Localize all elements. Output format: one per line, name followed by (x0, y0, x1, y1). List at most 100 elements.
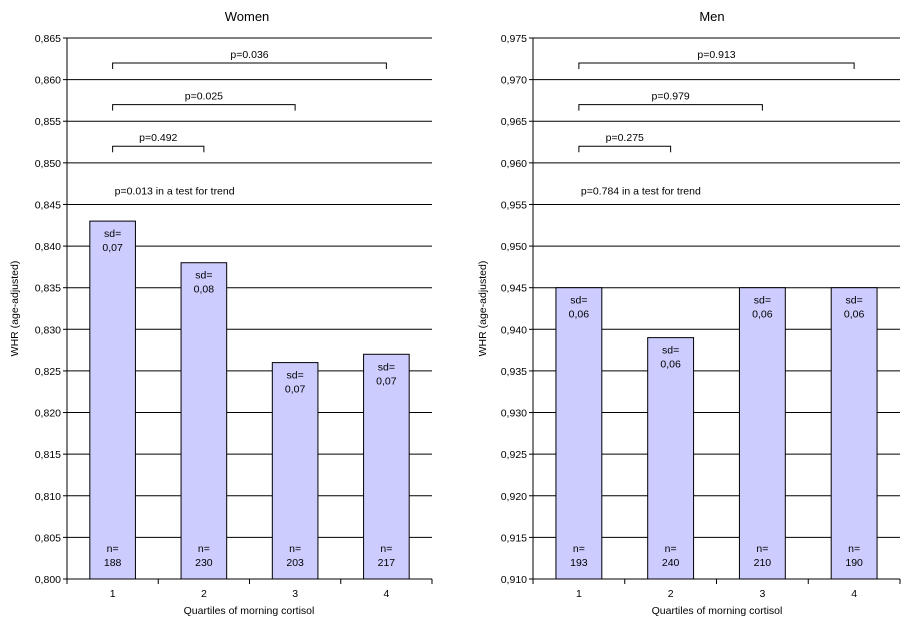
n-label: n= (756, 543, 768, 555)
sd-label: sd= (570, 295, 587, 307)
n-value: 210 (754, 557, 772, 569)
y-tick-label: 0,840 (35, 241, 61, 253)
bar (830, 287, 878, 580)
x-tick-label: 4 (851, 588, 857, 600)
y-tick-label: 0,865 (35, 33, 61, 45)
p-value-label: p=0.979 (652, 91, 690, 103)
y-tick-label: 0,975 (501, 33, 527, 45)
x-tick-label: 2 (668, 588, 674, 600)
bar (180, 262, 228, 580)
y-tick-label: 0,830 (35, 324, 61, 336)
bar (555, 287, 603, 580)
y-tick-label: 0,810 (35, 491, 61, 503)
chart-panel-women: 0,800 0,805 0,810 0,815 0,820 0,825 0,830 0,835… (9, 9, 433, 617)
n-label: n= (198, 543, 210, 555)
y-tick-label: 0,940 (501, 324, 527, 336)
x-tick-label: 3 (759, 588, 765, 600)
y-tick-label: 0,850 (35, 158, 61, 170)
sd-label: sd= (754, 295, 771, 307)
p-value-label: p=0.275 (606, 132, 644, 144)
y-tick-label: 0,815 (35, 449, 61, 461)
n-value: 203 (286, 557, 304, 569)
sd-value: 0,07 (102, 242, 123, 254)
p-value-label: p=0.036 (230, 49, 268, 61)
bar (738, 287, 786, 580)
y-tick-label: 0,970 (501, 75, 527, 87)
sd-value: 0,07 (376, 375, 397, 387)
y-tick-label: 0,965 (501, 116, 527, 128)
n-label: n= (380, 543, 392, 555)
y-tick-label: 0,920 (501, 491, 527, 503)
chart-title: Men (699, 9, 724, 24)
y-tick-label: 0,935 (501, 366, 527, 378)
y-tick-label: 0,820 (35, 408, 61, 420)
y-tick-label: 0,955 (501, 199, 527, 211)
n-value: 190 (845, 557, 863, 569)
y-tick-label: 0,945 (501, 283, 527, 295)
y-tick-label: 0,915 (501, 532, 527, 544)
y-tick-label: 0,845 (35, 199, 61, 211)
trend-test-label: p=0.013 in a test for trend (115, 185, 235, 197)
significance-bracket (112, 145, 205, 153)
chart-panel-men: 0,910 0,915 0,920 0,925 0,930 0,935 0,940 0,945… (477, 9, 901, 617)
sd-label: sd= (846, 295, 863, 307)
y-tick-label: 0,825 (35, 366, 61, 378)
y-axis-label: WHR (age-adjusted) (477, 261, 489, 357)
significance-bracket (578, 145, 672, 153)
y-tick-label: 0,925 (501, 449, 527, 461)
y-tick-label: 0,860 (35, 75, 61, 87)
sd-label: sd= (662, 345, 679, 357)
y-tick-label: 0,835 (35, 283, 61, 295)
p-value-label: p=0.492 (139, 132, 177, 144)
sd-label: sd= (378, 361, 395, 373)
n-value: 193 (570, 557, 588, 569)
trend-test-label: p=0.784 in a test for trend (581, 185, 701, 197)
n-value: 230 (195, 557, 213, 569)
x-tick-label: 1 (576, 588, 582, 600)
y-tick-label: 0,855 (35, 116, 61, 128)
n-label: n= (573, 543, 585, 555)
bar (271, 362, 319, 580)
bar (363, 353, 410, 580)
y-tick-label: 0,910 (501, 574, 527, 586)
x-axis-label: Quartiles of morning cortisol (652, 605, 783, 617)
n-label: n= (107, 543, 119, 555)
sd-value: 0,06 (844, 309, 865, 321)
x-tick-label: 1 (110, 588, 116, 600)
n-label: n= (665, 543, 677, 555)
bar (647, 337, 695, 580)
sd-value: 0,06 (752, 309, 773, 321)
significance-bracket (112, 62, 387, 69)
y-axis-label: WHR (age-adjusted) (9, 261, 21, 357)
n-label: n= (848, 543, 860, 555)
bar (89, 220, 136, 580)
y-tick-label: 0,960 (501, 158, 527, 170)
y-tick-label: 0,800 (35, 574, 61, 586)
chart-title: Women (225, 9, 270, 24)
sd-label: sd= (287, 370, 304, 382)
n-value: 217 (378, 557, 396, 569)
p-value-label: p=0.913 (697, 49, 735, 61)
significance-bracket (112, 104, 296, 111)
x-tick-label: 4 (383, 588, 389, 600)
y-tick-label: 0,950 (501, 241, 527, 253)
n-value: 240 (662, 557, 680, 569)
sd-label: sd= (104, 228, 121, 240)
x-tick-label: 2 (201, 588, 207, 600)
sd-value: 0,06 (660, 359, 681, 371)
y-tick-label: 0,930 (501, 408, 527, 420)
sd-value: 0,06 (569, 309, 590, 321)
p-value-label: p=0.025 (185, 91, 223, 103)
n-label: n= (289, 543, 301, 555)
x-tick-label: 3 (292, 588, 298, 600)
significance-bracket (578, 62, 855, 69)
sd-value: 0,08 (194, 284, 215, 296)
significance-bracket (578, 104, 763, 111)
sd-label: sd= (195, 270, 212, 282)
sd-value: 0,07 (285, 384, 306, 396)
y-tick-label: 0,805 (35, 532, 61, 544)
x-axis-label: Quartiles of morning cortisol (184, 605, 315, 617)
n-value: 188 (104, 557, 122, 569)
